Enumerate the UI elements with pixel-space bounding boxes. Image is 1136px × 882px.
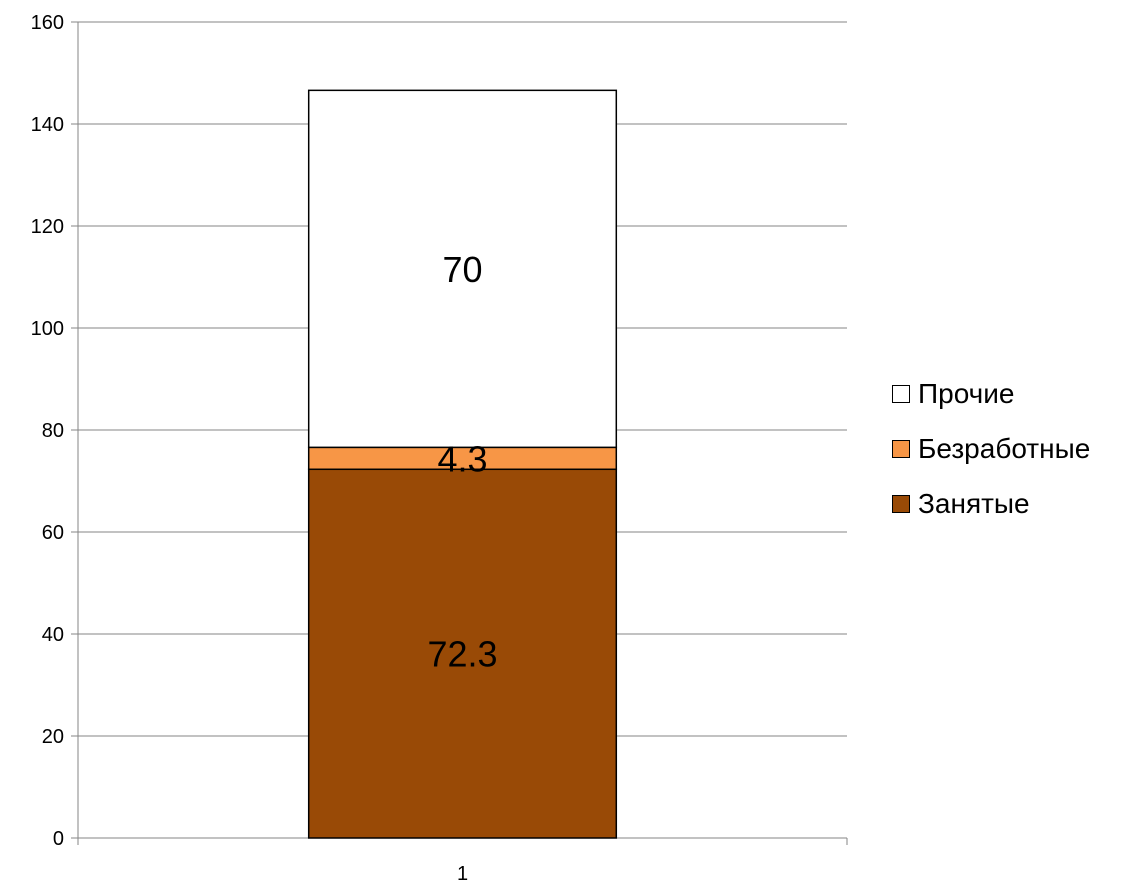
y-tick-label-60: 60 xyxy=(42,522,64,544)
y-axis-ticks: 0 20 40 60 80 100 120 140 160 xyxy=(31,12,78,850)
y-tick-label-40: 40 xyxy=(42,624,64,646)
legend-item-prochie: Прочие xyxy=(892,366,1132,421)
y-tick-label-80: 80 xyxy=(42,420,64,442)
x-axis-ticks: 1 xyxy=(77,838,848,882)
y-tick-label-160: 160 xyxy=(31,12,64,34)
legend-swatch-bezrabotnye xyxy=(892,439,910,458)
bar-segment-series-2 xyxy=(307,89,618,449)
legend-label-prochie: Прочие xyxy=(918,377,1015,409)
y-tick-label-120: 120 xyxy=(31,216,64,238)
data-label-series-1: 4.3 xyxy=(437,438,487,479)
legend-item-zanyatye: Занятые xyxy=(892,476,1132,531)
legend: Прочие Безработные Занятые xyxy=(892,366,1132,531)
legend-label-zanyatye: Занятые xyxy=(918,487,1030,519)
legend-item-bezrabotnye: Безработные xyxy=(892,421,1132,476)
data-label-series-0: 72.3 xyxy=(427,634,497,675)
y-tick-label-0: 0 xyxy=(53,828,64,850)
data-label-series-2: 70 xyxy=(442,249,482,290)
y-tick-label-140: 140 xyxy=(31,114,64,136)
legend-label-bezrabotnye: Безработные xyxy=(918,432,1091,464)
data-labels: 72.3 4.3 70 xyxy=(427,249,497,675)
legend-swatch-zanyatye xyxy=(892,494,910,513)
y-tick-label-20: 20 xyxy=(42,726,64,748)
x-tick-label-1: 1 xyxy=(457,863,468,882)
bar-segments xyxy=(307,89,618,839)
y-tick-label-100: 100 xyxy=(31,318,64,340)
legend-swatch-prochie xyxy=(892,384,910,403)
